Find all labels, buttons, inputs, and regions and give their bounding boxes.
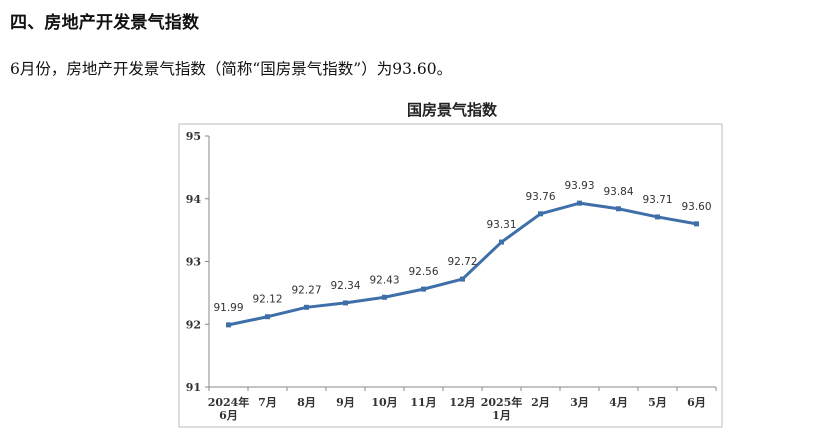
data-point — [538, 211, 543, 217]
chart-frame — [178, 123, 723, 428]
data-point — [694, 221, 699, 227]
data-point — [616, 206, 621, 212]
data-point — [382, 294, 387, 300]
section-heading: 四、房地产开发景气指数 — [10, 13, 200, 33]
data-label: 93.84 — [603, 186, 633, 198]
data-point — [304, 304, 309, 310]
x-axis-ticks: 2024年 6月 7月 8月 9月 10月 11月 12月 2025年 1月 2月 3月 4月 5月 6月 — [208, 387, 717, 422]
data-point — [265, 314, 270, 320]
y-tick-label: 94 — [186, 193, 202, 206]
y-tick-label: 93 — [186, 256, 201, 269]
data-label: 91.99 — [213, 302, 243, 314]
x-tick-label: 4月 — [609, 396, 628, 409]
data-point — [226, 322, 231, 328]
x-tick-label: 2月 — [531, 396, 550, 409]
data-label: 92.27 — [291, 284, 321, 296]
x-tick-label: 8月 — [297, 396, 316, 409]
x-tick-label: 10月 — [371, 396, 397, 409]
data-point — [421, 286, 426, 292]
data-label: 92.12 — [252, 294, 282, 306]
y-tick-label: 92 — [186, 318, 201, 331]
data-point — [577, 200, 582, 206]
data-label: 93.71 — [642, 194, 672, 206]
y-tick-label: 95 — [186, 130, 201, 143]
data-point — [655, 214, 660, 220]
x-tick-label: 6月 — [687, 396, 706, 409]
y-axis-ticks: 91 92 93 94 95 — [186, 130, 209, 394]
x-tick-label: 7月 — [258, 396, 277, 409]
summary-paragraph: 6月份，房地产开发景气指数（简称“国房景气指数”）为93.60。 — [10, 60, 453, 78]
data-points — [226, 200, 699, 328]
data-label: 92.56 — [408, 266, 438, 278]
x-tick-label: 5月 — [648, 396, 667, 409]
x-tick-label: 11月 — [410, 396, 436, 409]
x-tick-label: 9月 — [336, 396, 355, 409]
data-label: 92.72 — [447, 256, 477, 268]
data-point — [343, 300, 348, 306]
data-point — [499, 239, 504, 245]
data-label: 93.31 — [486, 219, 516, 231]
data-label: 93.93 — [564, 180, 594, 192]
x-tick-label: 12月 — [449, 396, 475, 409]
y-tick-label: 91 — [186, 381, 201, 394]
data-label: 92.43 — [369, 274, 399, 286]
data-label: 93.60 — [681, 201, 711, 213]
data-labels: 91.99 92.12 92.27 92.34 92.43 92.56 92.72 93.31… — [213, 180, 711, 314]
data-label: 93.76 — [525, 191, 555, 203]
x-tick-label: 2024年 6月 — [208, 395, 250, 422]
x-tick-label: 3月 — [570, 396, 589, 409]
data-point — [460, 276, 465, 282]
x-tick-label: 2025年 1月 — [481, 395, 523, 422]
data-label: 92.34 — [330, 280, 360, 292]
chart-title: 国房景气指数 — [407, 101, 498, 119]
